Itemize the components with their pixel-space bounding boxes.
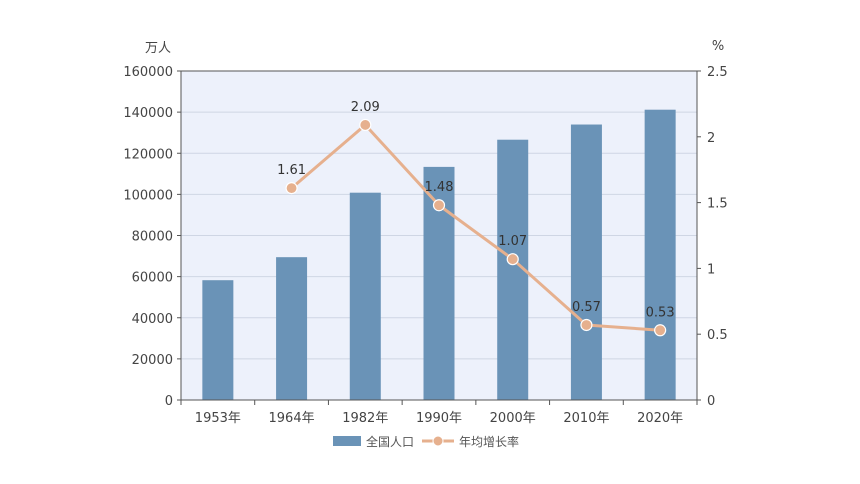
y-left-tick-label: 160000 xyxy=(123,65,173,80)
bar-6 xyxy=(644,109,676,401)
growth-point-2 xyxy=(359,118,372,132)
y-left-tick-label: 20000 xyxy=(132,353,173,368)
growth-line xyxy=(285,118,667,337)
growth-point-6 xyxy=(654,324,667,337)
bar-0 xyxy=(202,280,234,400)
y-right-tick-label: 0.5 xyxy=(707,328,728,343)
y-right-tick-label: 0 xyxy=(707,394,715,409)
growth-label-4: 1.07 xyxy=(498,234,527,249)
y-left-unit: 万人 xyxy=(145,41,171,56)
growth-label-1: 1.61 xyxy=(277,163,306,178)
growth-label-2: 2.09 xyxy=(351,100,380,115)
x-tick-label: 1964年 xyxy=(269,411,315,426)
legend-label-population: 全国人口 xyxy=(366,434,414,449)
x-tick-label: 2010年 xyxy=(563,411,609,426)
growth-label-3: 1.48 xyxy=(425,180,454,195)
growth-label-6: 0.53 xyxy=(646,305,675,320)
x-tick-label: 1982年 xyxy=(342,411,388,426)
y-left-tick-label: 100000 xyxy=(123,188,173,203)
x-tick-label: 2020年 xyxy=(637,411,683,426)
y-right-tick-label: 2 xyxy=(707,131,715,146)
axes: 0 20000 40000 60000 80000 100000 120000 140000 1… xyxy=(123,39,727,426)
bar-2 xyxy=(349,192,381,400)
y-left-tick-label: 140000 xyxy=(123,106,173,121)
growth-point-1 xyxy=(285,182,298,195)
y-right-unit: % xyxy=(712,39,724,54)
growth-line-path xyxy=(290,123,661,332)
bar-5 xyxy=(570,124,602,400)
legend-swatch-growth-marker xyxy=(432,435,444,447)
growth-point-5 xyxy=(580,318,593,332)
legend: 全国人口 年均增长率 xyxy=(333,434,519,449)
y-left-tick-label: 80000 xyxy=(132,230,173,245)
y-left-tick-label: 40000 xyxy=(132,312,173,327)
bar-1 xyxy=(276,257,308,400)
y-right-tick-label: 1.5 xyxy=(707,197,728,212)
growth-label-5: 0.57 xyxy=(572,300,601,315)
x-tick-label: 1953年 xyxy=(195,411,241,426)
y-right-tick-label: 1 xyxy=(707,262,715,277)
legend-label-growth: 年均增长率 xyxy=(459,434,519,449)
y-left-tick-label: 120000 xyxy=(123,147,173,162)
legend-swatch-population xyxy=(333,436,361,446)
growth-point-3 xyxy=(432,199,446,212)
growth-point-4 xyxy=(506,253,519,266)
data-labels: 1.61 2.09 1.48 1.07 0.57 0.53 xyxy=(277,100,675,320)
y-left-tick-label: 0 xyxy=(165,394,173,409)
x-tick-label: 2000年 xyxy=(490,411,536,426)
y-right-tick-label: 2.5 xyxy=(707,65,728,80)
x-tick-label: 1990年 xyxy=(416,411,462,426)
y-left-tick-label: 60000 xyxy=(132,271,173,286)
